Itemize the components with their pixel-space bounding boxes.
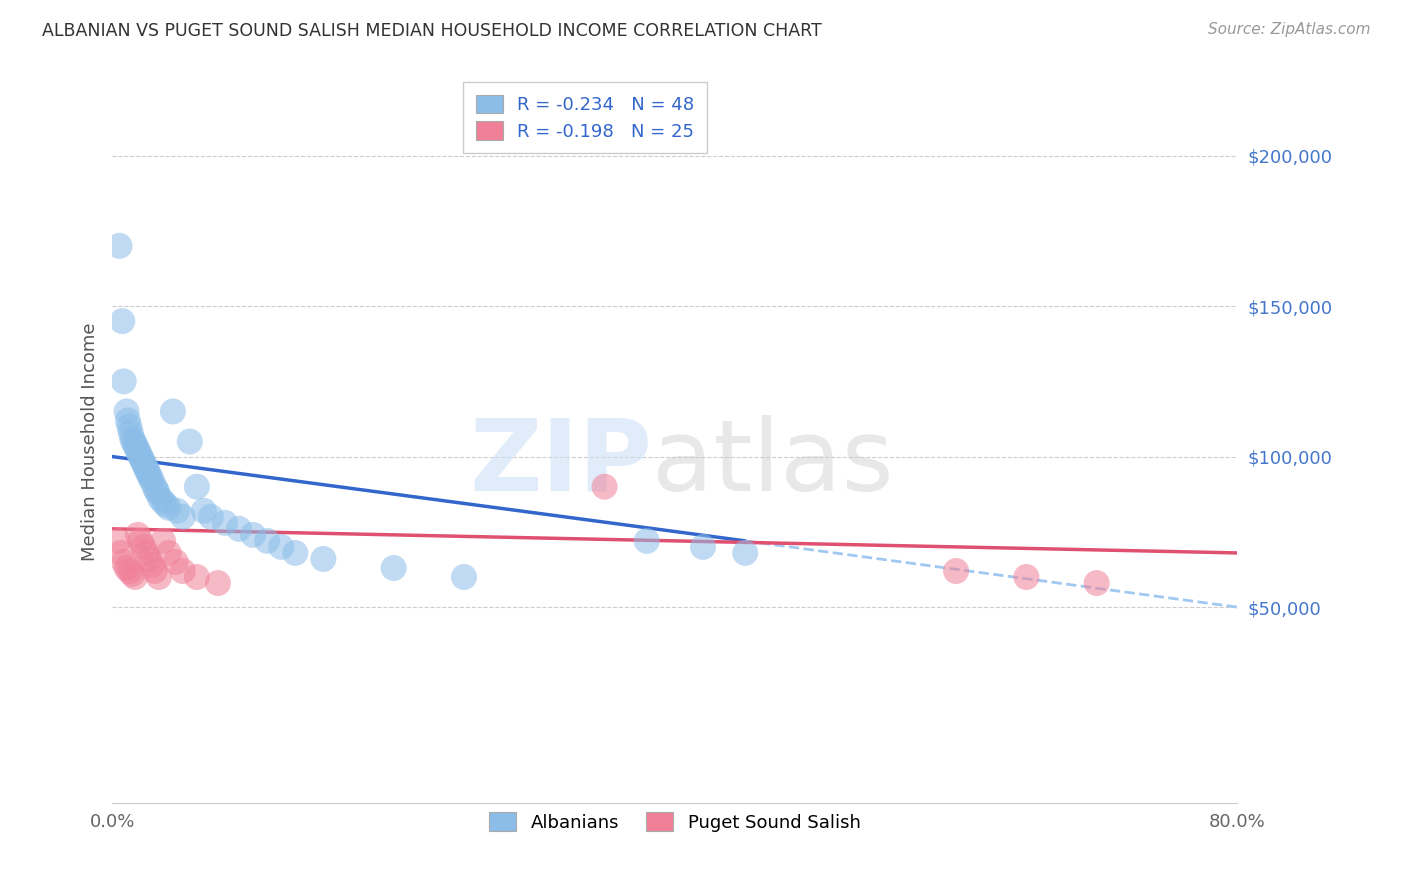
Point [111,314,134,328]
Point [124,437,146,451]
Point [134,458,156,473]
Point [136,465,159,479]
Point [129,533,152,548]
Point [117,413,139,427]
Text: Source: ZipAtlas.com: Source: ZipAtlas.com [1208,22,1371,37]
Point [242,528,264,542]
Point [270,540,292,554]
Text: atlas: atlas [652,415,894,512]
Point [112,374,135,388]
Point [692,540,714,554]
Point [186,570,208,584]
Point [143,564,166,578]
Point [162,404,184,418]
Point [228,522,250,536]
Point [734,546,756,560]
Point [118,419,141,434]
Point [112,555,135,569]
Point [157,500,180,515]
Point [141,474,163,488]
Point [157,546,180,560]
Point [122,434,145,449]
Point [107,533,129,548]
Point [138,552,160,566]
Point [155,498,177,512]
Point [121,567,143,582]
Point [149,491,172,506]
Text: ZIP: ZIP [470,415,652,512]
Point [214,516,236,530]
Point [165,555,187,569]
Point [115,561,138,575]
Point [129,450,152,464]
Point [152,533,174,548]
Point [1015,570,1038,584]
Point [453,570,475,584]
Point [179,434,201,449]
Point [945,564,967,578]
Point [139,470,162,484]
Point [172,509,194,524]
Point [138,467,160,482]
Point [312,552,335,566]
Point [148,570,170,584]
Point [108,239,131,253]
Point [115,404,138,418]
Point [145,483,167,497]
Point [146,485,169,500]
Point [636,533,658,548]
Point [1085,576,1108,591]
Point [186,480,208,494]
Point [207,576,229,591]
Point [284,546,307,560]
Point [152,494,174,508]
Point [143,480,166,494]
Point [131,452,153,467]
Point [200,509,222,524]
Point [256,533,278,548]
Point [127,528,149,542]
Point [118,564,141,578]
Point [110,546,132,560]
Y-axis label: Median Household Income: Median Household Income [80,322,98,561]
Point [135,461,157,475]
Text: ALBANIAN VS PUGET SOUND SALISH MEDIAN HOUSEHOLD INCOME CORRELATION CHART: ALBANIAN VS PUGET SOUND SALISH MEDIAN HO… [42,22,823,40]
Point [120,425,142,440]
Point [172,564,194,578]
Point [128,446,150,460]
Point [141,558,163,572]
Point [593,480,616,494]
Point [124,570,146,584]
Point [132,456,155,470]
Legend: Albanians, Puget Sound Salish: Albanians, Puget Sound Salish [477,800,873,845]
Point [193,504,215,518]
Point [125,441,148,455]
Point [382,561,405,575]
Point [166,504,188,518]
Point [121,432,143,446]
Point [132,540,155,554]
Point [127,443,149,458]
Point [135,546,157,560]
